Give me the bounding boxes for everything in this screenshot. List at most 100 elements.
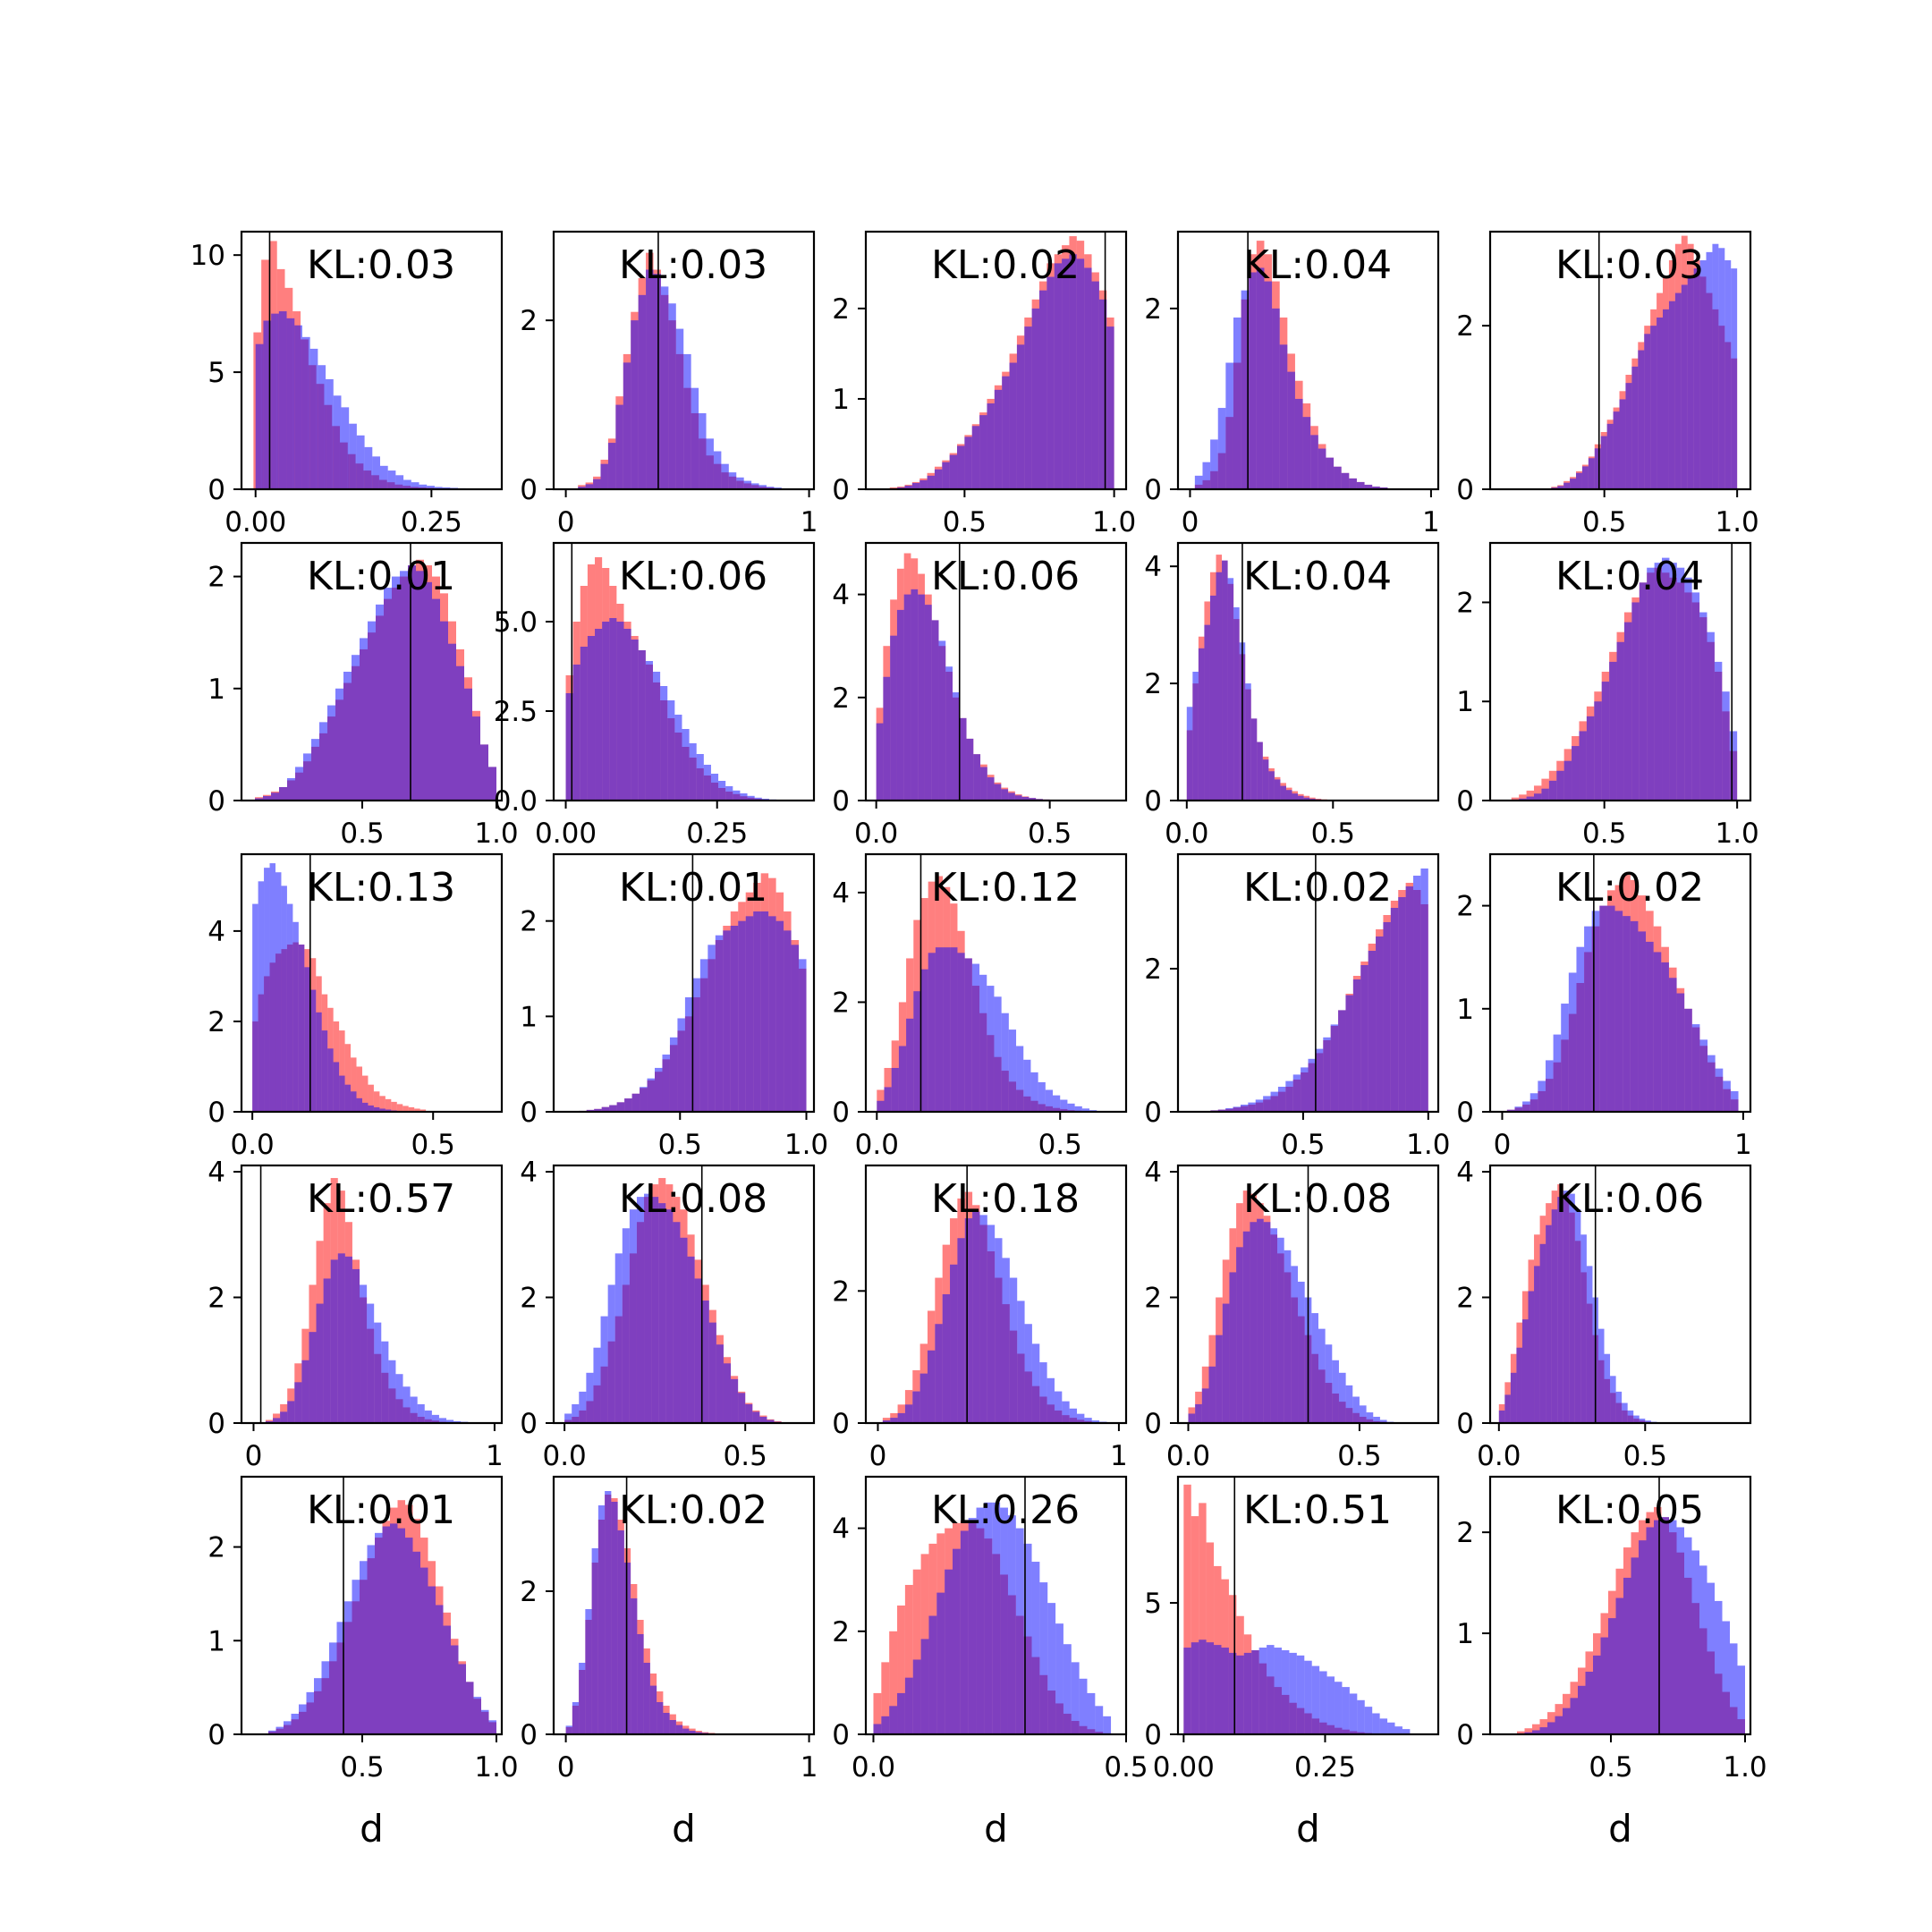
x-tick-label: 0.5: [1104, 1751, 1148, 1784]
x-tick-label: 0.0: [1165, 818, 1208, 850]
histogram-bar: [1630, 920, 1639, 1112]
histogram-bar: [1270, 1228, 1278, 1423]
histogram-bar: [1645, 1420, 1651, 1423]
histogram-bar: [1280, 785, 1286, 801]
x-tick-label: 0.5: [1311, 818, 1355, 850]
histogram-bar: [416, 571, 424, 801]
histogram-series-blue: [876, 589, 1057, 801]
histogram-bar: [1609, 661, 1617, 801]
x-tick-label: 0.5: [1582, 506, 1626, 538]
histogram-bar: [1098, 299, 1107, 489]
histogram-bar: [1730, 1090, 1739, 1112]
histogram-bar: [658, 1203, 666, 1423]
histogram-bar: [611, 1502, 618, 1734]
histogram-bar: [1233, 607, 1240, 801]
histogram-bar: [352, 655, 360, 801]
histogram-bar: [1298, 795, 1304, 801]
histogram-bar: [1285, 790, 1292, 801]
histogram-bar: [1547, 1722, 1555, 1734]
histogram-bar: [927, 475, 935, 489]
histogram-bar: [410, 1396, 418, 1423]
histogram-bar: [745, 916, 754, 1112]
histogram-bar: [673, 1222, 681, 1423]
histogram-bar: [1084, 1418, 1092, 1423]
histogram-bar: [1631, 602, 1640, 801]
x-tick-label: 0.5: [340, 1751, 384, 1784]
histogram-bar: [1087, 1692, 1096, 1734]
histogram-bar: [1538, 1080, 1546, 1112]
histogram-bar: [301, 1360, 309, 1423]
histogram-bar: [696, 754, 704, 801]
histogram-bar: [356, 1097, 362, 1112]
histogram-bar: [1691, 1550, 1699, 1734]
histogram-bar: [699, 959, 708, 1112]
x-tick-label: 0.0: [542, 1440, 586, 1472]
histogram-bar: [889, 1706, 898, 1734]
histogram-bar: [1608, 1618, 1616, 1734]
histogram-bar: [1287, 371, 1295, 489]
x-tick-label: 1.0: [1406, 1129, 1450, 1161]
y-tick-label: 2: [520, 305, 538, 337]
histogram-bar: [273, 1418, 281, 1423]
histogram-bar: [388, 1360, 396, 1423]
histogram-bar: [636, 1197, 645, 1423]
histogram-bar: [1106, 326, 1114, 489]
histogram-bar: [1366, 1412, 1374, 1423]
histogram-bar: [275, 1726, 284, 1734]
histogram-bar: [708, 945, 716, 1112]
histogram-bar: [1274, 779, 1281, 801]
histogram-bar: [733, 790, 741, 801]
histogram-bar: [321, 1661, 329, 1734]
histogram-bar: [1204, 624, 1210, 801]
histogram-bar: [1622, 1402, 1628, 1423]
subplot-2-4: 0 2 4 0.0 0.5 KL:0.04: [1144, 541, 1440, 850]
x-axis-label: d: [360, 1807, 384, 1851]
histogram-bar: [395, 1374, 403, 1423]
y-tick-label: 2: [1456, 891, 1474, 923]
histogram-bar: [1248, 1102, 1256, 1112]
histogram-bar: [318, 365, 326, 489]
histogram-bar: [1548, 780, 1557, 801]
histogram-bar: [1684, 577, 1692, 801]
x-tick-label: 0.5: [658, 1129, 702, 1161]
histogram-bar: [1669, 563, 1677, 801]
subplot-2-3: 0 2 4 0.0 0.5 KL:0.06: [832, 541, 1128, 850]
histogram-bar: [682, 729, 690, 801]
subplot-4-3: 0 2 0 1 KL:0.18: [832, 1164, 1128, 1472]
y-tick-label: 2: [832, 1275, 850, 1308]
histogram-bar: [1647, 567, 1655, 801]
histogram-bar: [1526, 796, 1534, 801]
histogram-bar: [1372, 486, 1380, 489]
histogram-bar: [1014, 795, 1022, 801]
histogram-bar: [1715, 1068, 1724, 1112]
histogram-bar: [1661, 962, 1669, 1112]
y-tick-label: 0: [1144, 1097, 1162, 1129]
histogram-bar: [1539, 1719, 1547, 1734]
histogram-bar: [680, 1237, 688, 1423]
histogram-bar: [446, 1419, 454, 1423]
histogram-bar: [1569, 1193, 1575, 1423]
histogram-bar: [1281, 1649, 1290, 1734]
histogram-series-blue: [1194, 267, 1403, 489]
axes-frame: [864, 541, 1128, 802]
histogram-bar: [1553, 1034, 1562, 1112]
y-tick-label: 0: [208, 1719, 225, 1751]
y-tick-label: 0: [1144, 785, 1162, 818]
y-tick-label: 0: [1456, 1408, 1474, 1440]
x-tick-label: 1.0: [474, 1751, 518, 1784]
histogram-bar: [1570, 1698, 1578, 1734]
histogram-bar: [936, 1592, 945, 1734]
y-tick-label: 10: [191, 240, 225, 272]
histogram-bar: [368, 1105, 374, 1112]
x-tick-label: 0: [1182, 506, 1199, 538]
histogram-bar: [721, 463, 729, 489]
histogram-bar: [1539, 1243, 1546, 1423]
subplot-2-5: 0 1 2 0.5 1.0 KL:0.04: [1456, 541, 1759, 850]
histogram-bar: [343, 672, 352, 801]
histogram-bar: [275, 872, 282, 1112]
histogram-bar: [976, 1507, 985, 1734]
histogram-bar: [372, 456, 380, 489]
x-axis-label: d: [1296, 1807, 1320, 1851]
y-tick-label: 4: [832, 580, 850, 612]
x-tick-label: 1: [1422, 506, 1440, 538]
